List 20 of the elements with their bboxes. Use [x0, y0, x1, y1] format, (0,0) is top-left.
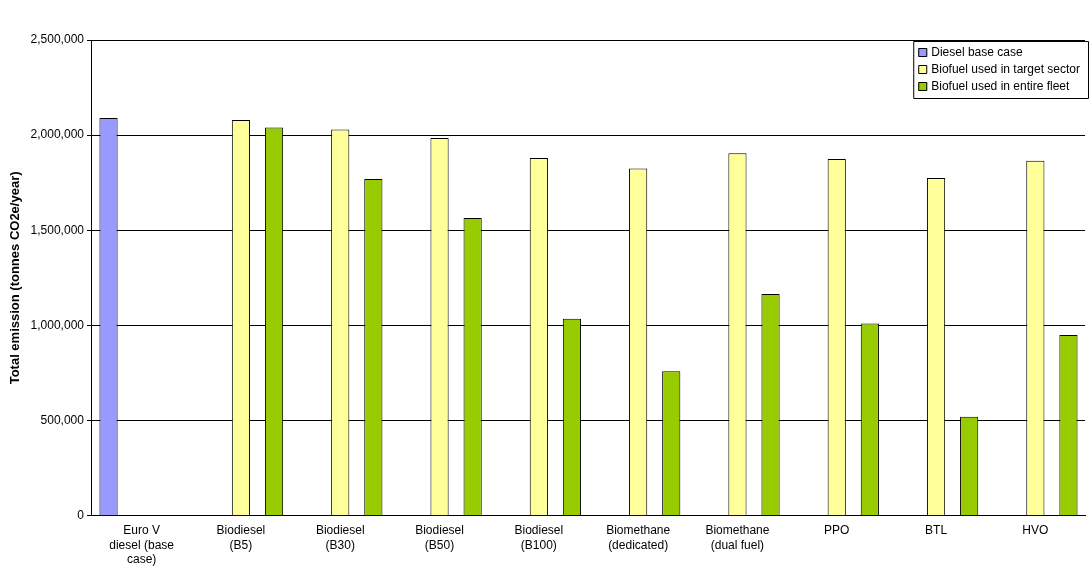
y-tick-label: 1,500,000 [30, 222, 85, 237]
y-tick-label: 2,000,000 [30, 127, 85, 142]
legend-label: Biofuel used in entire fleet [931, 79, 1070, 94]
x-tick-label: Euro V diesel (base case) [109, 523, 175, 567]
x-tick-label: Biodiesel (B30) [315, 523, 365, 552]
x-tick-label: BTL [925, 523, 948, 538]
y-tick-label: 0 [77, 508, 85, 523]
x-tick-label: HVO [1022, 523, 1049, 538]
x-tick-label: Biodiesel (B100) [514, 523, 564, 552]
y-tick-label: 1,000,000 [30, 317, 85, 332]
y-tick-label: 2,500,000 [30, 32, 85, 47]
x-tick-label: Biomethane (dual fuel) [705, 523, 770, 552]
x-tick-label: Biomethane (dedicated) [606, 523, 671, 552]
x-tick-label: Biodiesel (B50) [415, 523, 464, 552]
x-tick-label: PPO [824, 523, 850, 538]
y-tick-label: 500,000 [40, 412, 85, 427]
x-tick-label: Biodiesel (B5) [216, 523, 266, 552]
legend-label: Diesel base case [931, 45, 1023, 60]
y-axis-title: Total emission (tonnes CO2e/year) [7, 171, 23, 385]
legend-label: Biofuel used in target sector [931, 62, 1081, 77]
